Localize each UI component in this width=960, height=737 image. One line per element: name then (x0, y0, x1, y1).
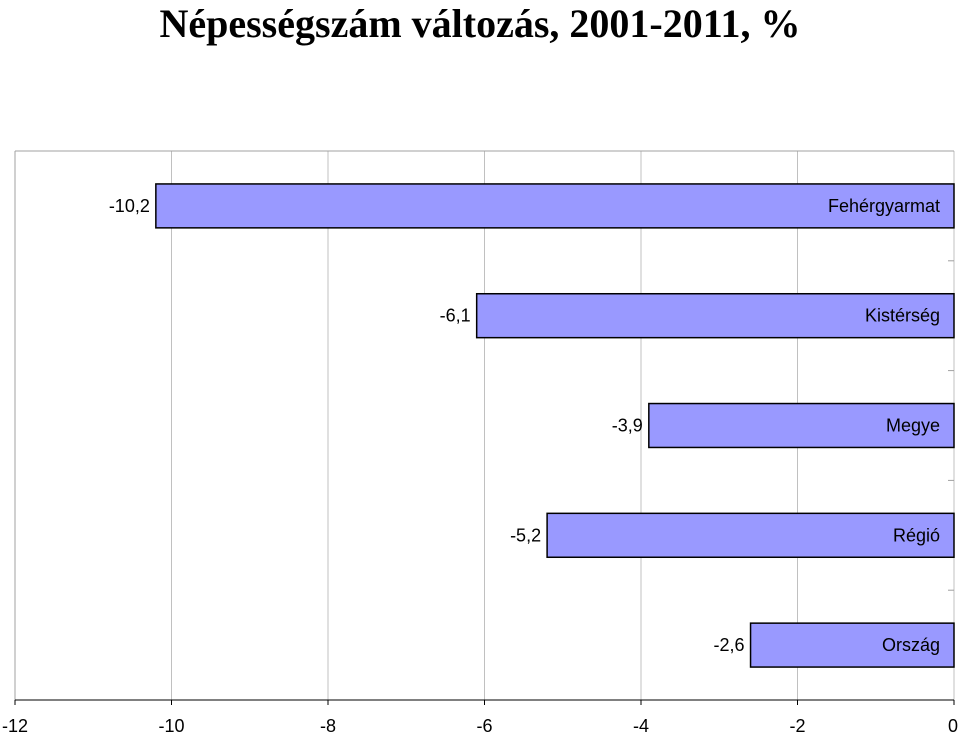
x-tick-label: -10 (158, 716, 184, 736)
category-label: Fehérgyarmat (828, 196, 940, 216)
x-axis: -12 -10 -8 -6 -4 -2 0 (2, 699, 958, 736)
bars (155, 183, 955, 668)
category-label: Kistérség (865, 306, 940, 326)
category-label: Ország (882, 635, 940, 655)
bar (155, 183, 955, 229)
chart-title: Népességszám változás, 2001-2011, % (159, 1, 801, 46)
category-label: Megye (886, 416, 940, 436)
x-tick-label: -12 (2, 716, 28, 736)
x-tick-label: -2 (789, 716, 805, 736)
bar (749, 622, 955, 668)
category-label: Régió (893, 525, 940, 545)
plot-frame (14, 150, 954, 700)
x-tick-label: -6 (476, 716, 492, 736)
x-tick-label: -4 (633, 716, 649, 736)
data-label: -5,2 (510, 525, 541, 545)
data-label: -3,9 (612, 416, 643, 436)
bar (648, 402, 955, 449)
data-label: -2,6 (714, 635, 745, 655)
x-tick-label: 0 (948, 716, 958, 736)
data-label: -6,1 (440, 306, 471, 326)
data-label: -10,2 (109, 196, 150, 216)
x-tick-label: -8 (320, 716, 336, 736)
bar (475, 292, 955, 339)
bar (546, 512, 955, 559)
bar-labels: -10,2 Fehérgyarmat -6,1 Kistérség -3,9 Megye -… (109, 196, 940, 655)
